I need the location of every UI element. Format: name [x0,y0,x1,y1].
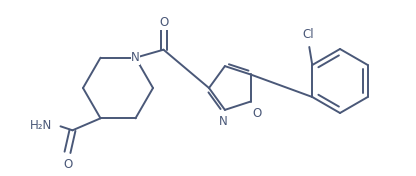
Text: N: N [218,115,227,128]
Text: N: N [131,51,140,64]
Text: Cl: Cl [302,28,314,41]
Text: O: O [252,106,261,120]
Text: H₂N: H₂N [30,119,52,132]
Text: O: O [159,16,168,29]
Text: O: O [63,158,72,171]
